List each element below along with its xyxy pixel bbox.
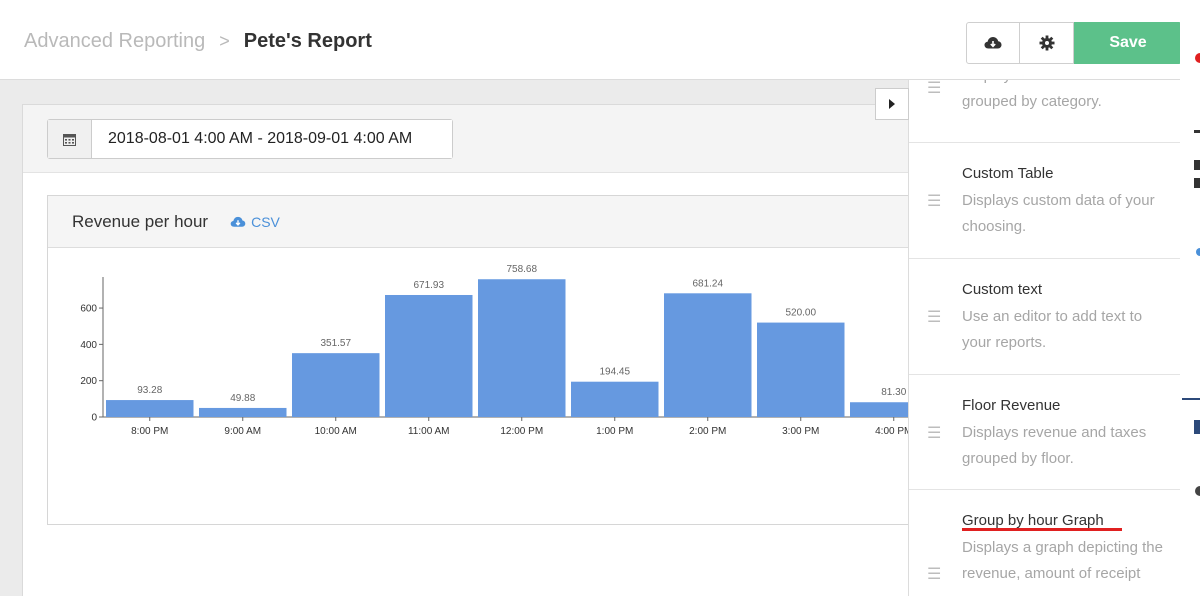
y-tick-label: 600 bbox=[80, 304, 97, 315]
widget-title: Custom text bbox=[962, 281, 1043, 298]
x-tick-label: 12:00 PM bbox=[500, 426, 543, 437]
x-tick-label: 2:00 PM bbox=[689, 426, 726, 437]
y-tick-label: 200 bbox=[80, 376, 97, 387]
drag-handle-icon[interactable]: ☰ bbox=[927, 425, 942, 442]
bar bbox=[571, 381, 659, 417]
x-tick-label: 9:00 AM bbox=[224, 426, 261, 437]
filter-bar bbox=[23, 105, 911, 173]
cloud-download-icon bbox=[230, 216, 246, 227]
breadcrumb-separator: > bbox=[219, 31, 230, 51]
report-canvas: Revenue per hour CSV 0 200 400 600 93.28 8:00… bbox=[22, 104, 917, 596]
widget-description: Displays revenue and taxes grouped by ca… bbox=[962, 80, 1146, 110]
calendar-button[interactable] bbox=[48, 120, 92, 158]
drag-handle-icon[interactable]: ☰ bbox=[927, 309, 942, 326]
y-tick-label: 0 bbox=[91, 413, 97, 424]
x-tick-label: 1:00 PM bbox=[596, 426, 633, 437]
highlight-underline bbox=[962, 528, 1122, 531]
date-range-picker[interactable] bbox=[47, 119, 453, 159]
bar-value-label: 351.57 bbox=[320, 338, 351, 349]
caret-right-icon bbox=[889, 99, 895, 109]
bar-value-label: 671.93 bbox=[413, 280, 444, 291]
x-tick-label: 3:00 PM bbox=[782, 426, 819, 437]
bar bbox=[757, 322, 845, 417]
drag-handle-icon[interactable]: ☰ bbox=[927, 80, 942, 97]
widget-title: Group by hour Graph bbox=[962, 512, 1104, 529]
revenue-chart-widget: Revenue per hour CSV 0 200 400 600 93.28 8:00… bbox=[47, 195, 917, 525]
revenue-bar-chart: 0 200 400 600 93.28 8:00 PM 49.88 9:00 AM 351.57… bbox=[80, 264, 916, 437]
bar-value-label: 758.68 bbox=[506, 264, 537, 275]
widget-library-sidebar: ☰ Displays revenue and taxes grouped by … bbox=[908, 80, 1180, 596]
drag-handle-icon[interactable]: ☰ bbox=[927, 566, 942, 583]
x-tick-label: 10:00 AM bbox=[315, 426, 357, 437]
widget-description: Displays a graph depicting the revenue, … bbox=[962, 539, 1163, 582]
chart-widget-header: Revenue per hour CSV bbox=[48, 196, 916, 248]
widget-item-floor-revenue[interactable]: Floor Revenue ☰ Displays revenue and tax… bbox=[909, 375, 1180, 490]
csv-link-label: CSV bbox=[251, 213, 280, 230]
widget-item-custom-table[interactable]: Custom Table ☰ Displays custom data of y… bbox=[909, 143, 1180, 259]
chart-widget-title: Revenue per hour bbox=[72, 211, 209, 231]
offscreen-panel-edge bbox=[1180, 0, 1200, 596]
bar-value-label: 681.24 bbox=[692, 278, 723, 289]
bar-value-label: 93.28 bbox=[137, 385, 162, 396]
bar-value-label: 194.45 bbox=[599, 367, 630, 378]
bar bbox=[385, 294, 473, 417]
settings-button[interactable] bbox=[1020, 22, 1074, 64]
csv-download-link[interactable]: CSV bbox=[230, 214, 280, 230]
drag-handle-icon[interactable]: ☰ bbox=[927, 193, 942, 210]
bar bbox=[292, 353, 380, 417]
bar-value-label: 520.00 bbox=[785, 308, 816, 319]
bar bbox=[478, 279, 566, 417]
sidebar-toggle-button[interactable] bbox=[875, 88, 909, 120]
bar bbox=[850, 402, 916, 417]
save-button[interactable]: Save bbox=[1074, 22, 1182, 64]
widget-description: Use an editor to add text to your report… bbox=[962, 308, 1143, 351]
bar-value-label: 81.30 bbox=[881, 387, 906, 398]
page-title: Pete's Report bbox=[243, 30, 372, 52]
widget-item-category-revenue[interactable]: ☰ Displays revenue and taxes grouped by … bbox=[909, 80, 1180, 143]
header-actions: Save bbox=[966, 22, 1182, 64]
x-tick-label: 8:00 PM bbox=[131, 426, 168, 437]
bar bbox=[199, 407, 287, 417]
bar bbox=[106, 400, 194, 417]
y-tick-label: 400 bbox=[80, 340, 97, 351]
widget-description: Displays revenue and taxes grouped by fl… bbox=[962, 424, 1147, 467]
x-tick-label: 4:00 PM bbox=[875, 426, 912, 437]
x-tick-label: 11:00 AM bbox=[408, 426, 450, 437]
gear-icon bbox=[1039, 35, 1054, 51]
date-range-input[interactable] bbox=[92, 120, 452, 158]
cloud-download-button[interactable] bbox=[966, 22, 1020, 64]
cloud-download-icon bbox=[984, 37, 1002, 49]
calendar-icon bbox=[63, 133, 76, 146]
breadcrumb-parent-link[interactable]: Advanced Reporting bbox=[24, 30, 206, 52]
widget-title: Floor Revenue bbox=[962, 397, 1061, 414]
page-header: Advanced Reporting > Pete's Report bbox=[0, 0, 1188, 80]
widget-title: Custom Table bbox=[962, 165, 1054, 182]
widget-item-custom-text[interactable]: Custom text ☰ Use an editor to add text … bbox=[909, 259, 1180, 375]
bar-value-label: 49.88 bbox=[230, 393, 255, 404]
widget-description: Displays custom data of your choosing. bbox=[962, 192, 1155, 235]
chart-area: 0 200 400 600 93.28 8:00 PM 49.88 9:00 AM 351.57… bbox=[48, 249, 916, 525]
bar bbox=[664, 293, 752, 417]
breadcrumb: Advanced Reporting > Pete's Report bbox=[24, 30, 372, 53]
widget-item-group-by-hour-graph[interactable]: Group by hour Graph ☰ Displays a graph d… bbox=[909, 490, 1180, 596]
